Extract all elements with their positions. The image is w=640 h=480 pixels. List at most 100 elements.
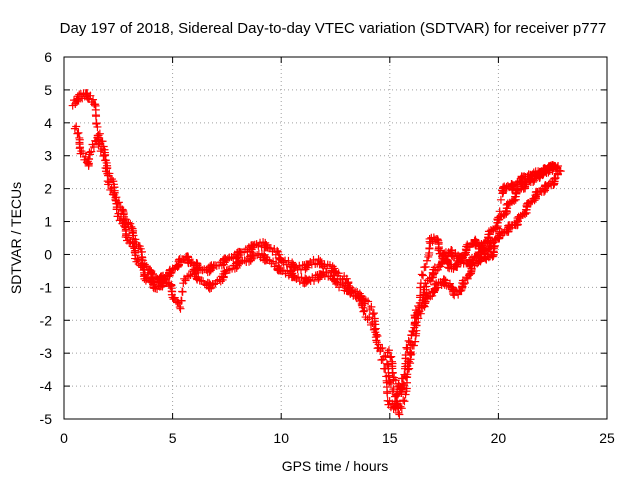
data-point-fill bbox=[378, 343, 387, 352]
data-point bbox=[411, 337, 420, 346]
data-point-fill bbox=[396, 402, 405, 411]
data-point-fill bbox=[129, 231, 138, 240]
data-point-fill bbox=[513, 217, 522, 226]
data-point-fill bbox=[436, 246, 445, 255]
data-point-fill bbox=[166, 282, 175, 291]
x-axis-label: GPS time / hours bbox=[282, 458, 389, 474]
data-point-fill bbox=[114, 209, 123, 218]
data-point-fill bbox=[491, 235, 500, 244]
data-point-fill bbox=[383, 389, 392, 398]
data-point bbox=[424, 252, 433, 261]
y-tick-label: -4 bbox=[40, 378, 53, 394]
data-point-fill bbox=[197, 276, 206, 285]
y-tick-label: 0 bbox=[44, 246, 52, 262]
data-point-fill bbox=[106, 185, 115, 194]
data-point-fill bbox=[371, 324, 380, 333]
data-point-fill bbox=[433, 283, 442, 292]
data-point-fill bbox=[73, 129, 82, 138]
data-point-fill bbox=[186, 270, 195, 279]
y-tick-label: -3 bbox=[40, 345, 53, 361]
data-point-fill bbox=[133, 255, 142, 264]
chart-title: Day 197 of 2018, Sidereal Day-to-day VTE… bbox=[60, 20, 607, 37]
data-point-fill bbox=[504, 225, 513, 234]
y-tick-label: 5 bbox=[44, 82, 52, 98]
data-point-fill bbox=[439, 250, 448, 259]
data-point-fill bbox=[454, 257, 463, 266]
data-point-fill bbox=[374, 340, 383, 349]
y-tick-label: 2 bbox=[44, 181, 52, 197]
data-point-fill bbox=[360, 306, 369, 315]
data-point bbox=[287, 267, 296, 276]
y-axis-label: SDTVAR / TECUs bbox=[8, 182, 24, 294]
data-point-fill bbox=[431, 284, 440, 293]
data-point-fill bbox=[441, 276, 450, 285]
data-point-fill bbox=[322, 267, 331, 276]
data-point-fill bbox=[406, 348, 415, 357]
data-point-fill bbox=[273, 246, 282, 255]
data-point bbox=[363, 315, 372, 324]
data-point-fill bbox=[74, 95, 83, 104]
data-point-fill bbox=[434, 243, 443, 252]
data-point bbox=[387, 379, 396, 388]
data-point bbox=[252, 240, 261, 249]
x-tick-label: 15 bbox=[382, 430, 398, 446]
data-point-fill bbox=[314, 275, 323, 284]
data-point bbox=[400, 381, 409, 390]
data-point-fill bbox=[446, 260, 455, 269]
data-point-fill bbox=[463, 274, 472, 283]
data-point-fill bbox=[334, 269, 343, 278]
data-point-fill bbox=[496, 195, 505, 204]
data-point-fill bbox=[402, 343, 411, 352]
data-point bbox=[95, 139, 104, 148]
data-point-fill bbox=[386, 353, 395, 362]
data-point-fill bbox=[431, 266, 440, 275]
data-point-fill bbox=[372, 330, 381, 339]
data-point-fill bbox=[402, 373, 411, 382]
grid-layer bbox=[64, 57, 607, 419]
x-tick-label: 20 bbox=[491, 430, 507, 446]
data-point-fill bbox=[369, 309, 378, 318]
y-tick-label: 4 bbox=[44, 115, 52, 131]
data-point-fill bbox=[314, 255, 323, 264]
data-point bbox=[376, 344, 385, 353]
data-point-fill bbox=[422, 282, 431, 291]
data-point-fill bbox=[493, 224, 502, 233]
data-point-fill bbox=[308, 273, 317, 282]
data-point-fill bbox=[419, 271, 428, 280]
data-point bbox=[428, 291, 437, 300]
data-point-fill bbox=[184, 271, 193, 280]
data-point-fill bbox=[100, 151, 109, 160]
data-point bbox=[93, 122, 102, 131]
data-point-fill bbox=[508, 185, 517, 194]
y-tick-label: 1 bbox=[44, 214, 52, 230]
data-point bbox=[461, 279, 470, 288]
data-point-fill bbox=[177, 296, 186, 305]
data-point-fill bbox=[98, 145, 107, 154]
data-point-fill bbox=[170, 293, 179, 302]
data-point-fill bbox=[89, 142, 98, 151]
data-point-fill bbox=[320, 271, 329, 280]
data-point-fill bbox=[521, 210, 530, 219]
data-point-fill bbox=[399, 396, 408, 405]
data-point-fill bbox=[417, 270, 426, 279]
data-point-fill bbox=[183, 272, 192, 281]
data-point bbox=[112, 205, 121, 214]
data-point-fill bbox=[126, 237, 135, 246]
data-point-fill bbox=[373, 332, 382, 341]
data-point-fill bbox=[85, 155, 94, 164]
series-group bbox=[383, 161, 562, 397]
data-point-fill bbox=[342, 274, 351, 283]
data-point-fill bbox=[107, 184, 116, 193]
y-tick-label: -2 bbox=[40, 312, 53, 328]
data-point-fill bbox=[124, 233, 133, 242]
data-point-fill bbox=[94, 137, 103, 146]
data-point bbox=[176, 304, 185, 313]
data-point-fill bbox=[347, 286, 356, 295]
data-point-fill bbox=[92, 119, 101, 128]
data-point-fill bbox=[72, 122, 81, 131]
data-point-fill bbox=[368, 310, 377, 319]
data-point-fill bbox=[117, 214, 126, 223]
series-group bbox=[70, 122, 560, 419]
data-point-fill bbox=[124, 218, 133, 227]
data-point-fill bbox=[464, 243, 473, 252]
